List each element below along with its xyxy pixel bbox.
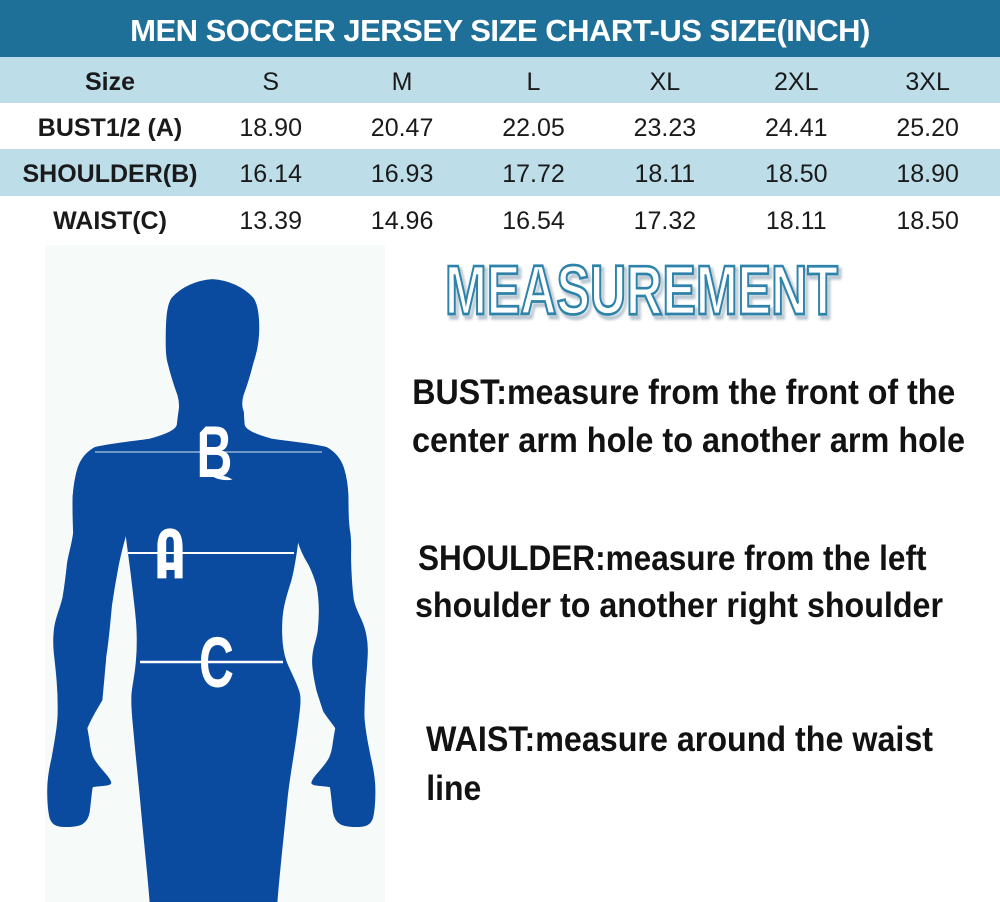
- svg-text:WAIST:measure around the waist: WAIST:measure around the waist: [426, 719, 933, 759]
- svg-text:shoulder to another right shou: shoulder to another right shoulder: [415, 585, 943, 625]
- svg-text:line: line: [426, 768, 481, 808]
- svg-text:C: C: [199, 623, 234, 703]
- svg-text:center arm hole to another arm: center arm hole to another arm hole: [412, 420, 965, 460]
- svg-text:MEASUREMENT: MEASUREMENT: [445, 251, 838, 329]
- svg-text:MEASUREMENT: MEASUREMENT: [448, 255, 841, 333]
- svg-text:BUST:measure from the front of: BUST:measure from the front of the: [412, 372, 955, 412]
- svg-text:SHOULDER:measure from the left: SHOULDER:measure from the left: [418, 538, 927, 578]
